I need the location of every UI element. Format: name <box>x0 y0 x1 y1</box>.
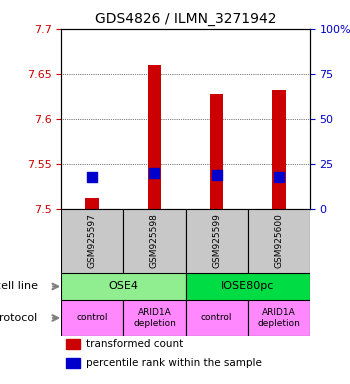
Point <box>152 170 157 176</box>
Text: control: control <box>201 313 232 323</box>
Title: GDS4826 / ILMN_3271942: GDS4826 / ILMN_3271942 <box>95 12 276 26</box>
Point <box>90 174 95 180</box>
Text: GSM925598: GSM925598 <box>150 214 159 268</box>
Text: IOSE80pc: IOSE80pc <box>221 281 274 291</box>
Bar <box>66 339 80 349</box>
FancyBboxPatch shape <box>61 209 123 273</box>
Bar <box>66 358 80 368</box>
Text: percentile rank within the sample: percentile rank within the sample <box>86 358 262 367</box>
FancyBboxPatch shape <box>61 273 186 300</box>
Text: control: control <box>77 313 108 323</box>
Point <box>276 174 281 180</box>
Text: ARID1A
depletion: ARID1A depletion <box>133 308 176 328</box>
Text: transformed count: transformed count <box>86 339 183 349</box>
Point <box>214 172 219 178</box>
Bar <box>85 197 99 209</box>
Bar <box>272 90 286 209</box>
FancyBboxPatch shape <box>186 273 310 300</box>
Text: ARID1A
depletion: ARID1A depletion <box>257 308 300 328</box>
FancyBboxPatch shape <box>248 300 310 336</box>
Text: GSM925599: GSM925599 <box>212 214 221 268</box>
FancyBboxPatch shape <box>248 209 310 273</box>
Text: cell line: cell line <box>0 281 38 291</box>
Text: protocol: protocol <box>0 313 38 323</box>
Text: GSM925597: GSM925597 <box>88 214 97 268</box>
FancyBboxPatch shape <box>186 209 248 273</box>
FancyBboxPatch shape <box>61 300 123 336</box>
Bar <box>210 94 223 209</box>
FancyBboxPatch shape <box>123 209 186 273</box>
Text: GSM925600: GSM925600 <box>274 214 283 268</box>
FancyBboxPatch shape <box>123 300 186 336</box>
Bar <box>148 65 161 209</box>
Text: OSE4: OSE4 <box>108 281 138 291</box>
FancyBboxPatch shape <box>186 300 248 336</box>
